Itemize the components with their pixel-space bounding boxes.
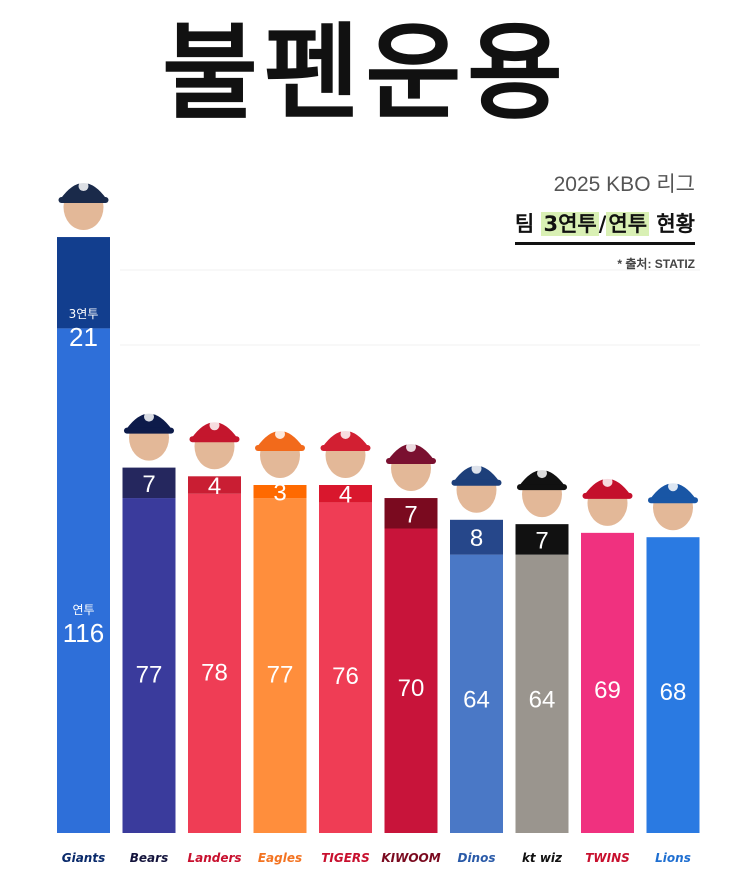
series-label-2consecutive: 연투 (72, 603, 94, 617)
value-label-2consecutive: 70 (398, 675, 425, 702)
value-label-2consecutive: 78 (201, 659, 228, 686)
team-logo: kt wiz (521, 851, 563, 865)
bar-2consecutive (319, 502, 372, 833)
bar-3consecutive (253, 485, 307, 499)
bar-2consecutive (188, 493, 241, 833)
cap-emblem (78, 181, 89, 192)
cap-brim (517, 484, 567, 491)
cap-brim (320, 445, 371, 451)
cap-brim (58, 197, 109, 204)
bar-2consecutive (581, 532, 634, 833)
value-label-3consecutive: 7 (404, 501, 417, 528)
chart-subtitle: 팀 3연투/연투 현황 (514, 208, 695, 245)
subtitle-highlight-2: 연투 (606, 212, 650, 236)
cap-emblem (144, 411, 154, 422)
value-label-2consecutive: 77 (267, 661, 294, 688)
cap-emblem (275, 429, 285, 439)
value-label-2consecutive: 116 (63, 618, 104, 648)
subtitle-highlight-3: 3연투 (541, 212, 599, 236)
bar-2consecutive (450, 554, 503, 833)
subtitle-post: 현황 (649, 212, 695, 236)
cap-emblem (406, 442, 416, 453)
bar-3consecutive (188, 476, 241, 494)
season-label: 2025 KBO 리그 (553, 173, 695, 196)
bar-2consecutive (253, 498, 307, 833)
bar-2consecutive (515, 554, 569, 833)
subtitle-slash: / (598, 212, 607, 236)
cap-brim (255, 445, 305, 451)
bar-2consecutive (384, 528, 438, 833)
bar-3consecutive (515, 524, 569, 555)
subtitle-block: 2025 KBO 리그 팀 3연투/연투 현황 * 출처: STATIZ (514, 168, 695, 272)
value-label-3consecutive: 4 (208, 473, 221, 500)
team-logo: TWINS (585, 851, 630, 865)
value-label-2consecutive: 64 (463, 687, 490, 714)
series-label-3consecutive: 3연투 (69, 307, 99, 321)
team-logo: Lions (655, 851, 691, 865)
bar-3consecutive (319, 485, 372, 503)
cap-emblem (668, 481, 678, 492)
cap-emblem (340, 429, 351, 439)
cap-brim (124, 427, 174, 434)
bar-3consecutive (384, 498, 438, 529)
cap-emblem (209, 420, 220, 431)
cap-emblem (537, 468, 547, 479)
cap-brim (386, 458, 436, 465)
cap-brim (582, 492, 633, 499)
cap-emblem (602, 476, 613, 487)
team-logo: KIWOOM (381, 851, 441, 865)
bar-3consecutive (122, 467, 176, 499)
bar-2consecutive (646, 537, 700, 833)
team-logo: Eagles (257, 851, 303, 865)
source-note: * 출처: STATIZ (617, 257, 695, 271)
bar-3consecutive (450, 519, 503, 555)
bar-2consecutive (122, 498, 176, 833)
value-label-2consecutive: 76 (332, 663, 359, 690)
subtitle-pre: 팀 (514, 212, 542, 236)
team-logo: Giants (61, 851, 106, 865)
value-label-2consecutive: 69 (594, 677, 621, 704)
value-label-3consecutive: 4 (339, 482, 352, 509)
value-label-3consecutive: 3 (273, 480, 286, 507)
value-label-3consecutive: 7 (535, 527, 548, 554)
bar-2consecutive (57, 328, 110, 833)
cap-brim (451, 479, 502, 486)
value-label-3consecutive: 7 (142, 471, 155, 498)
team-logo: Landers (187, 851, 242, 865)
team-logo: Dinos (457, 851, 496, 865)
team-logo: Bears (129, 851, 169, 865)
team-logo: TIGERS (321, 851, 370, 865)
value-label-2consecutive: 77 (136, 661, 163, 688)
cap-emblem (471, 463, 482, 474)
cap-brim (648, 497, 698, 504)
page-title: 불펜운용 (162, 12, 569, 134)
value-label-3consecutive: 21 (69, 322, 98, 352)
bar-3consecutive (57, 237, 110, 329)
value-label-2consecutive: 64 (529, 687, 556, 714)
cap-brim (189, 436, 240, 443)
value-label-3consecutive: 8 (470, 525, 483, 552)
value-label-2consecutive: 68 (660, 679, 687, 706)
